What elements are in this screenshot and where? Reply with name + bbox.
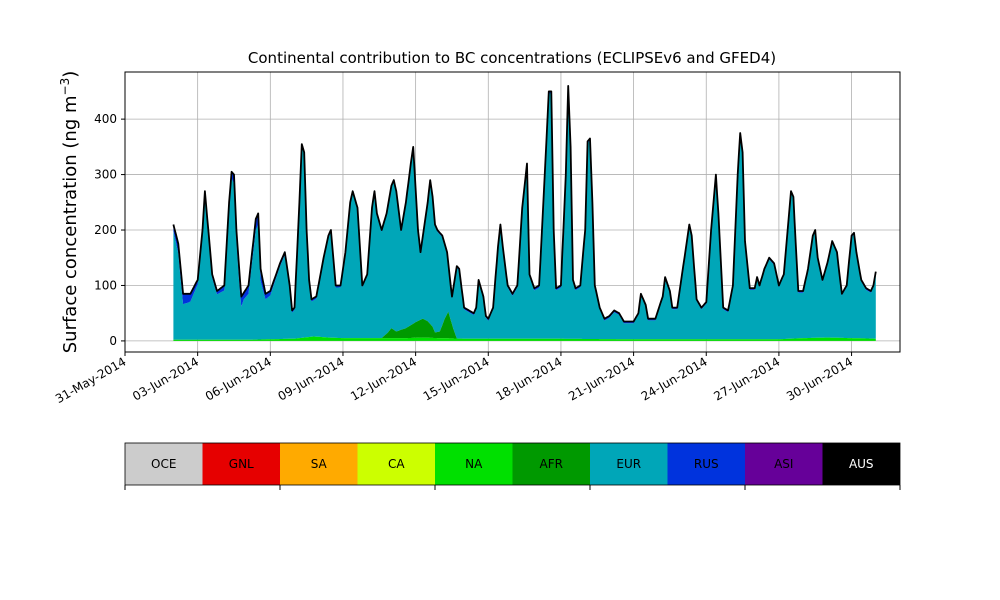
y-tick-label: 200 <box>94 223 117 237</box>
series-aus-line <box>172 85 877 323</box>
x-tick-label: 30-Jun-2014 <box>784 354 855 403</box>
legend-label-gnl: GNL <box>229 457 254 471</box>
legend-label-sa: SA <box>311 457 328 471</box>
legend-colorbar: OCE GNL SA CA NA AFR EUR RUS ASI AUS <box>124 442 901 490</box>
series-na-area <box>173 336 876 341</box>
y-tick-label: 100 <box>94 278 117 292</box>
legend-label-eur: EUR <box>616 457 641 471</box>
x-tick-label: 15-Jun-2014 <box>421 354 492 403</box>
legend-label-ca: CA <box>388 457 405 471</box>
legend-swatch-na <box>435 443 513 485</box>
y-tick-label: 0 <box>109 334 117 348</box>
x-tick-label: 09-Jun-2014 <box>275 354 346 403</box>
legend-frame <box>124 442 901 486</box>
x-tick-label: 27-Jun-2014 <box>711 354 782 403</box>
legend-label-na: NA <box>465 457 483 471</box>
series-rus-area <box>173 85 876 324</box>
legend-label-rus: RUS <box>694 457 719 471</box>
x-tick-label: 31-May-2014 <box>53 354 128 406</box>
legend-label-oce: OCE <box>151 457 176 471</box>
plot-frame <box>124 71 901 353</box>
legend-label-asi: ASI <box>774 457 793 471</box>
x-tick-label: 12-Jun-2014 <box>348 354 419 403</box>
y-tick-label: 300 <box>94 168 117 182</box>
chart-title: Continental contribution to BC concentra… <box>248 49 776 67</box>
legend-swatch-aus <box>822 443 900 485</box>
plot-area: 0 100 200 300 400 31-May-2014 03-Jun-2014 06-Ju… <box>53 71 901 406</box>
legend-swatch-eur <box>590 443 668 485</box>
y-tick-label: 400 <box>94 112 117 126</box>
y-axis-label: Surface concentration (ng m−3) <box>58 71 81 354</box>
legend-swatch-gnl <box>202 443 280 485</box>
x-tick-label: 18-Jun-2014 <box>493 354 564 403</box>
y-axis-label-main: Surface concentration (ng m <box>60 95 81 353</box>
x-tick-label: 24-Jun-2014 <box>639 354 710 403</box>
legend-swatch-rus <box>667 443 745 485</box>
x-tick-label: 06-Jun-2014 <box>203 354 274 403</box>
x-tick-label: 03-Jun-2014 <box>130 354 201 403</box>
x-tick-label: 21-Jun-2014 <box>566 354 637 403</box>
y-axis-label-sup: −3 <box>58 78 72 96</box>
series-eur-area <box>173 87 876 340</box>
legend-swatch-ca <box>357 443 435 485</box>
legend-swatch-sa <box>280 443 358 485</box>
legend-swatch-asi <box>745 443 823 485</box>
legend-label-afr: AFR <box>540 457 563 471</box>
legend-swatch-afr <box>512 443 590 485</box>
legend-swatch-oce <box>125 443 203 485</box>
legend-label-aus: AUS <box>849 457 874 471</box>
y-axis-label-close: ) <box>60 71 81 78</box>
